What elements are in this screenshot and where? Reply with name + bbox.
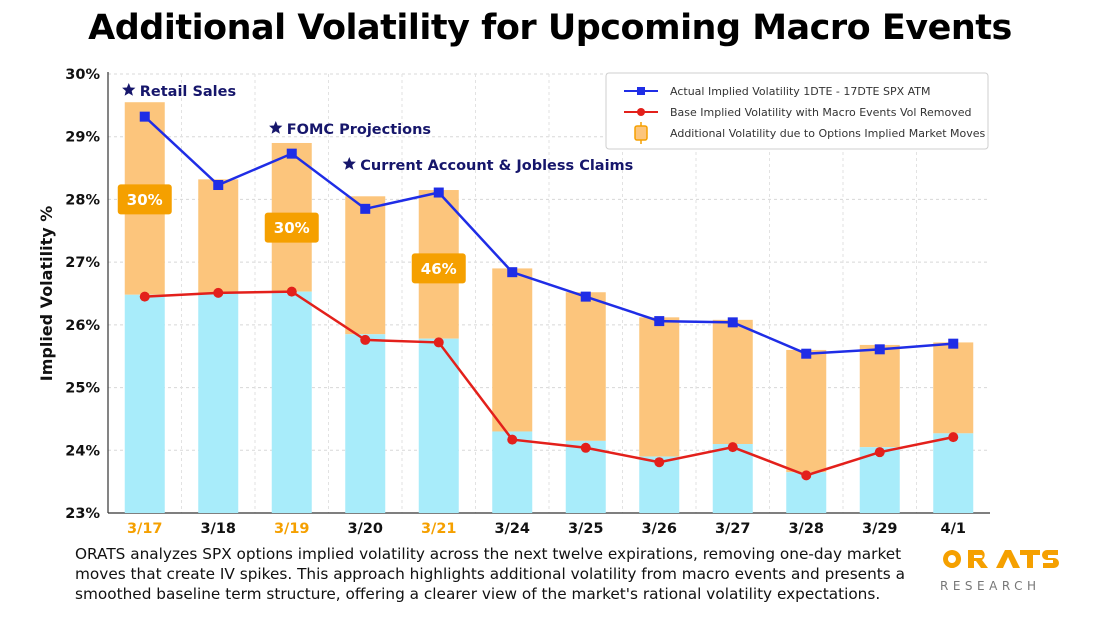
percent-badge [411,253,466,284]
percent-badge-label: 30% [274,219,310,237]
percent-badge-label: 30% [127,191,163,209]
percent-badge [117,184,172,215]
legend-entry-label: Additional Volatility due to Options Imp… [670,127,986,140]
y-tick-label: 23% [65,506,100,522]
percent-badge-label: 46% [421,260,457,278]
base-iv-point [360,334,371,345]
legend-additional-swatch [634,125,648,141]
base-vol-bar [712,444,753,513]
legend-entry-label: Actual Implied Volatility 1DTE - 17DTE S… [670,85,931,98]
base-iv-point [874,447,885,458]
y-tick-label: 27% [65,255,100,271]
x-tick-label: 3/28 [788,521,824,537]
percent-badge [264,212,319,243]
additional-vol-bar [492,268,533,432]
additional-vol-bar [345,196,386,335]
base-vol-bar [271,291,312,513]
y-tick-label: 30% [65,67,100,83]
base-iv-point [948,432,959,443]
event-annotation: FOMC Projections [287,122,431,138]
base-iv-point [507,434,518,445]
additional-vol-bar [859,344,900,448]
base-vol-bar [124,294,165,513]
base-vol-bar [198,293,239,513]
actual-iv-point [139,111,150,122]
actual-iv-point [654,316,665,327]
actual-iv-point [801,348,812,359]
base-iv-point [801,470,812,481]
star-icon [269,121,283,134]
star-icon [122,83,136,96]
x-tick-label: 3/26 [641,521,677,537]
base-iv-point [213,287,224,298]
base-iv-point [580,442,591,453]
base-iv-point [654,457,665,468]
base-iv-line [144,290,954,477]
chart-title: Additional Volatility for Upcoming Macro… [88,8,1012,48]
y-tick-label: 24% [65,443,100,459]
x-tick-label: 4/1 [941,521,966,537]
base-iv-point [727,442,738,453]
actual-iv-line [143,115,954,355]
event-annotation: Retail Sales [140,84,236,100]
base-vol-bar [859,447,900,513]
additional-vol-bar [198,179,239,294]
actual-iv-point [948,338,959,349]
additional-vol-bar [639,317,680,457]
base-iv-point [286,286,297,297]
additional-vol-bar [565,292,606,441]
x-tick-label: 3/20 [347,521,383,537]
x-tick-label: 3/21 [421,521,457,537]
actual-iv-point [213,180,224,191]
y-tick-label: 29% [65,130,100,146]
legend-base-marker [637,108,645,116]
actual-iv-point [286,148,297,159]
logo-subtitle: RESEARCH [940,579,1041,593]
event-annotation: Current Account & Jobless Claims [360,158,633,174]
additional-vol-bar [786,349,827,473]
legend-box [605,72,989,150]
implied-volatility-chart: 23% 24% 25% 26% 27% 28% 29% 30% Implied Volatili… [37,67,990,537]
x-tick-label: 3/25 [568,521,604,537]
x-tick-label: 3/18 [200,521,236,537]
additional-vol-bar [712,319,753,445]
actual-iv-point [727,317,738,328]
actual-iv-point [433,187,444,198]
chart-caption: ORATS analyzes SPX options implied volat… [75,545,905,603]
base-vol-bar [345,334,386,513]
base-iv-point [139,291,150,302]
actual-iv-point [507,267,518,278]
x-tick-label: 3/24 [494,521,530,537]
y-tick-label: 28% [65,192,100,208]
base-vol-bar [933,433,974,513]
y-axis-label: Implied Volatility % [37,206,56,381]
orats-logo [943,550,1059,568]
base-iv-point [433,337,444,348]
legend-actual-marker [637,87,645,95]
base-vol-bar [565,440,606,513]
base-vol-bar [418,338,459,513]
star-icon [342,157,356,170]
actual-iv-point [360,203,371,214]
x-tick-label: 3/17 [127,521,163,537]
x-tick-label: 3/29 [862,521,898,537]
legend-entry-label: Base Implied Volatility with Macro Event… [670,106,972,119]
y-tick-label: 25% [65,381,100,397]
actual-iv-point [580,291,591,302]
x-tick-label: 3/27 [715,521,751,537]
actual-iv-point [874,344,885,355]
y-tick-label: 26% [65,318,100,334]
base-vol-bar [492,431,533,513]
additional-vol-bar [933,342,974,434]
x-tick-label: 3/19 [274,521,310,537]
